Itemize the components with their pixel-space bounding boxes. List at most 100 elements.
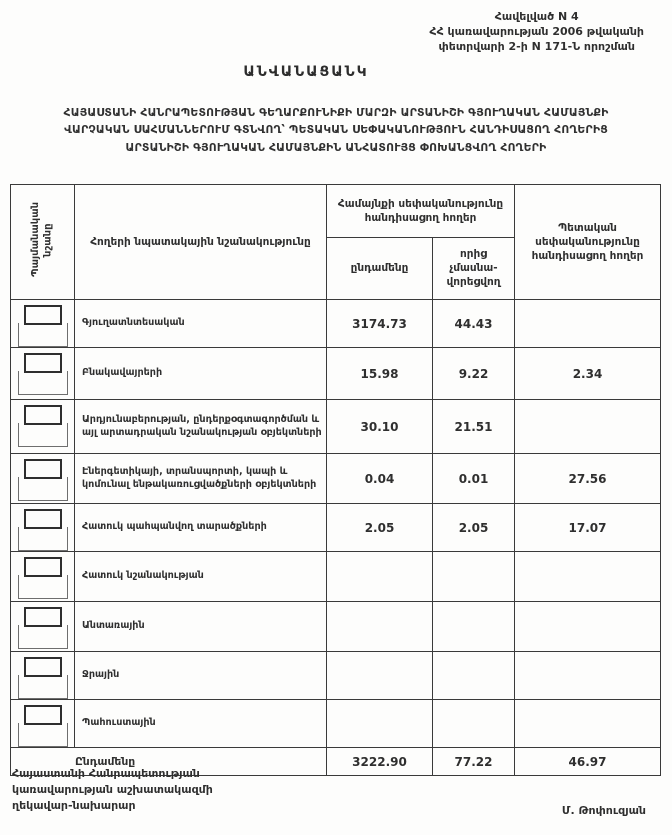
table-row: Էներգետիկայի, տրանսպորտի, կապի և կոմունա… bbox=[10, 453, 662, 505]
symbol-cell bbox=[10, 551, 75, 603]
symbol-rectangle-icon bbox=[23, 705, 62, 726]
land-categories-table: Պայմանական նշանը Հողերի նպատակային նշանա… bbox=[10, 183, 662, 777]
map-legend-symbol-icon bbox=[16, 557, 70, 600]
page-title: ԱՆՎԱՆԱՑԱՆԿ bbox=[243, 64, 369, 80]
symbol-rectangle-icon bbox=[23, 509, 62, 530]
column-header-unprivatized: որից չմասնա-վորեցվող bbox=[431, 236, 516, 301]
symbol-outline-icon bbox=[17, 477, 68, 502]
table-row: Արդյունաբերության, ընդերքօգտագործման և ա… bbox=[10, 399, 662, 455]
table-row: Անտառային bbox=[10, 601, 662, 653]
symbol-cell bbox=[10, 453, 75, 505]
decree-reference-line: ՀՀ կառավարության 2006 թվականի bbox=[429, 24, 644, 38]
table-row: Հատուկ նշանակության bbox=[10, 551, 662, 603]
signatory-line: Հայաստանի Հանրապետության bbox=[12, 767, 200, 780]
community-total-value bbox=[326, 601, 433, 653]
unprivatized-value: 44.43 bbox=[431, 299, 516, 349]
map-legend-symbol-icon bbox=[16, 405, 70, 448]
symbol-outline-icon bbox=[17, 371, 68, 396]
map-legend-symbol-icon bbox=[16, 305, 70, 348]
total-unprivatized: 77.22 bbox=[431, 747, 516, 777]
state-value bbox=[514, 551, 662, 603]
map-legend-symbol-icon bbox=[16, 353, 70, 396]
symbol-rectangle-icon bbox=[23, 657, 62, 678]
symbol-cell bbox=[10, 601, 75, 653]
symbol-rectangle-icon bbox=[23, 353, 62, 374]
column-header-total: ընդամենը bbox=[326, 236, 433, 301]
land-category-label: Գյուղատնտեսական bbox=[74, 299, 327, 349]
map-legend-symbol-icon bbox=[16, 509, 70, 552]
decree-reference: Հավելված N 4 ՀՀ կառավարության 2006 թվակա… bbox=[429, 10, 644, 55]
land-category-label: Հատուկ պահպանվող տարածքների bbox=[74, 503, 327, 553]
table-row: Գյուղատնտեսական 3174.73 44.43 bbox=[10, 299, 662, 349]
total-row: Ընդամենը 3222.90 77.22 46.97 bbox=[10, 747, 662, 777]
table-header: Պայմանական նշանը Հողերի նպատակային նշանա… bbox=[10, 183, 662, 301]
map-legend-symbol-icon bbox=[16, 459, 70, 502]
unprivatized-value bbox=[431, 699, 516, 749]
symbol-cell bbox=[10, 699, 75, 749]
map-legend-symbol-icon bbox=[16, 657, 70, 700]
unprivatized-value: 9.22 bbox=[431, 347, 516, 401]
table-body: Գյուղատնտեսական 3174.73 44.43 Բնակավայրե… bbox=[10, 299, 662, 749]
signature-name: Մ. Թոփուզյան bbox=[561, 804, 646, 817]
land-category-label: Պահուստային bbox=[74, 699, 327, 749]
unprivatized-value: 2.05 bbox=[431, 503, 516, 553]
subtitle-line: ՀԱՅԱՍՏԱՆԻ ՀԱՆՐԱՊԵՏՈՒԹՅԱՆ ԳԵՂԱՐՔՈՒՆԻՔԻ ՄԱ… bbox=[63, 106, 609, 119]
symbol-rectangle-icon bbox=[23, 557, 62, 578]
symbol-cell bbox=[10, 399, 75, 455]
symbol-cell bbox=[10, 503, 75, 553]
document-subtitle: ՀԱՅԱՍՏԱՆԻ ՀԱՆՐԱՊԵՏՈՒԹՅԱՆ ԳԵՂԱՐՔՈՒՆԻՔԻ ՄԱ… bbox=[6, 104, 666, 156]
state-value: 27.56 bbox=[514, 453, 662, 505]
unprivatized-value bbox=[431, 601, 516, 653]
symbol-outline-icon bbox=[17, 423, 68, 448]
table-footer: Ընդամենը 3222.90 77.22 46.97 bbox=[10, 747, 662, 777]
table-row: Բնակավայրերի 15.98 9.22 2.34 bbox=[10, 347, 662, 401]
total-state: 46.97 bbox=[514, 747, 662, 777]
community-total-value bbox=[326, 551, 433, 603]
symbol-outline-icon bbox=[17, 723, 68, 748]
table-row: Հատուկ պահպանվող տարածքների 2.05 2.05 17… bbox=[10, 503, 662, 553]
map-legend-symbol-icon bbox=[16, 705, 70, 748]
land-category-label: Էներգետիկայի, տրանսպորտի, կապի և կոմունա… bbox=[74, 453, 327, 505]
map-legend-symbol-icon bbox=[16, 607, 70, 650]
land-category-label: Բնակավայրերի bbox=[74, 347, 327, 401]
symbol-rectangle-icon bbox=[23, 459, 62, 480]
land-category-label: Անտառային bbox=[74, 601, 327, 653]
state-value bbox=[514, 299, 662, 349]
signatory-block: Հայաստանի Հանրապետության կառավարության ա… bbox=[12, 766, 213, 814]
table-row: Ջրային bbox=[10, 651, 662, 701]
signatory-line: կառավարության աշխատակազմի bbox=[12, 782, 213, 796]
symbol-outline-icon bbox=[17, 625, 68, 650]
community-total-value: 2.05 bbox=[326, 503, 433, 553]
community-total-value: 30.10 bbox=[326, 399, 433, 455]
state-value bbox=[514, 651, 662, 701]
column-header-symbol-label: Պայմանական նշանը bbox=[30, 202, 54, 278]
subtitle-line: ՎԱՐՉԱԿԱՆ ՍԱՀՄԱՆՆԵՐՈՒՄ ԳՏՆՎՈՂ՝ ՊԵՏԱԿԱՆ ՍԵ… bbox=[64, 123, 608, 137]
column-header-state-property: Պետական սեփականությունը հանդիսացող հողեր bbox=[514, 183, 662, 301]
land-category-label: Ջրային bbox=[74, 651, 327, 701]
community-total-value: 3174.73 bbox=[326, 299, 433, 349]
column-group-community-property: Համայնքի սեփականությունը հանդիսացող հողե… bbox=[325, 184, 516, 238]
land-category-label: Հատուկ նշանակության bbox=[74, 551, 327, 603]
signatory-line: ղեկավար-նախարար bbox=[12, 798, 136, 812]
symbol-outline-icon bbox=[17, 323, 68, 348]
symbol-cell bbox=[10, 347, 75, 401]
community-total-value bbox=[326, 651, 433, 701]
unprivatized-value: 21.51 bbox=[431, 399, 516, 455]
decree-reference-line: Հավելված N 4 bbox=[494, 10, 579, 23]
state-value: 2.34 bbox=[514, 347, 662, 401]
column-header-purpose: Հողերի նպատակային նշանակությունը bbox=[74, 183, 327, 301]
symbol-outline-icon bbox=[17, 675, 68, 700]
symbol-outline-icon bbox=[17, 527, 68, 552]
community-total-value bbox=[326, 699, 433, 749]
total-row-label: Ընդամենը bbox=[10, 747, 327, 777]
state-value bbox=[514, 601, 662, 653]
column-header-symbol: Պայմանական նշանը bbox=[10, 183, 75, 301]
unprivatized-value bbox=[431, 651, 516, 701]
symbol-cell bbox=[10, 299, 75, 349]
table-row: Պահուստային bbox=[10, 699, 662, 749]
community-total-value: 15.98 bbox=[326, 347, 433, 401]
symbol-rectangle-icon bbox=[23, 405, 62, 426]
decree-reference-line: փետրվարի 2-ի N 171-Ն որոշման bbox=[438, 39, 635, 53]
symbol-rectangle-icon bbox=[23, 305, 62, 326]
